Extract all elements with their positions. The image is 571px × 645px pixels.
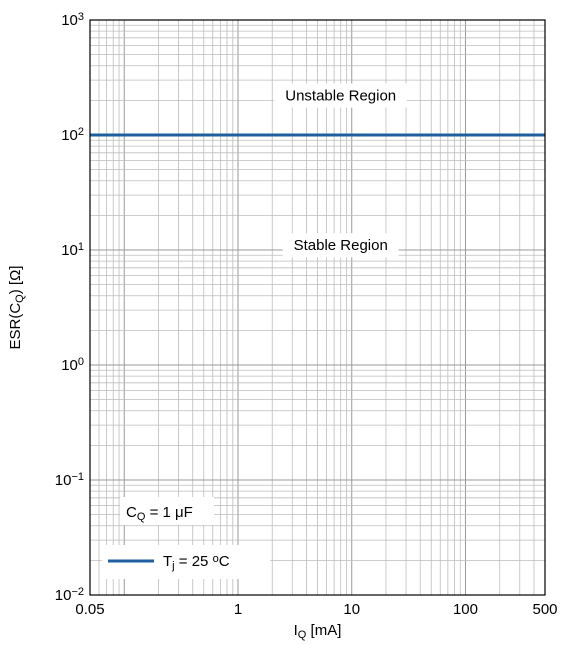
condition-label: CQ = 1 μF xyxy=(126,504,193,523)
x-tick-label: 100 xyxy=(453,601,478,618)
y-tick-label: 101 xyxy=(61,241,84,260)
x-axis-label-main: I xyxy=(294,622,298,639)
y-tick-label: 10−2 xyxy=(55,586,84,605)
y-axis-label-rest: ) [Ω] xyxy=(7,266,24,295)
y-tick-label: 102 xyxy=(61,126,84,145)
y-tick-label: 10−1 xyxy=(55,471,84,490)
x-axis-label: IQ [mA] xyxy=(294,622,342,641)
region-annotation-bg xyxy=(274,83,407,108)
y-axis-label: ESR(CQ) [Ω] xyxy=(7,266,26,350)
region-annotation-bg xyxy=(282,233,399,258)
y-tick-label-exp: 3 xyxy=(78,11,84,23)
x-tick-label: 10 xyxy=(343,601,360,618)
y-tick-label: 103 xyxy=(61,11,84,30)
y-tick-label-exp: −2 xyxy=(71,586,84,598)
y-tick-label-exp: 1 xyxy=(78,241,84,253)
region-annotation: Stable Region xyxy=(282,233,399,258)
y-tick-label-base: 10 xyxy=(55,472,72,489)
annotations: Unstable Region Stable Region xyxy=(274,83,407,258)
region-annotation: Unstable Region xyxy=(274,83,407,108)
y-tick-label-base: 10 xyxy=(61,357,78,374)
legend-label: Tj = 25 oC xyxy=(163,553,230,573)
condition-label-bg xyxy=(120,497,214,525)
legend-label-main: T xyxy=(163,553,172,570)
x-axis-label-sub: Q xyxy=(298,629,307,641)
y-tick-label-base: 10 xyxy=(61,12,78,29)
plot-frame xyxy=(89,19,546,596)
x-tick-label: 0.05 xyxy=(75,601,104,618)
y-axis-label-main: ESR(C xyxy=(7,303,24,350)
y-tick-label-base: 10 xyxy=(61,127,78,144)
x-tick-label: 1 xyxy=(234,601,242,618)
region-annotation-label: Unstable Region xyxy=(285,88,396,105)
y-tick-label-base: 10 xyxy=(55,587,72,604)
y-tick-label: 100 xyxy=(61,356,84,375)
condition-label-main: C xyxy=(126,504,137,521)
region-annotation-label: Stable Region xyxy=(294,237,388,254)
y-tick-label-exp: 2 xyxy=(78,126,84,138)
condition-label-rest: = 1 μF xyxy=(145,504,192,521)
x-tick-label: 500 xyxy=(532,601,557,618)
y-tick-label-exp: −1 xyxy=(71,471,84,483)
legend-label-rest: C xyxy=(219,553,230,570)
condition-label-sub: Q xyxy=(137,511,146,523)
legend-label-sub: j xyxy=(171,560,174,572)
x-axis-label-rest: [mA] xyxy=(306,622,341,639)
y-tick-label-exp: 0 xyxy=(78,356,84,368)
legend-label-sup: o xyxy=(213,553,219,565)
legend: CQ = 1 μF Tj = 25 oC xyxy=(102,497,270,579)
legend-label-mid: = 25 xyxy=(175,553,213,570)
y-tick-label-base: 10 xyxy=(61,242,78,259)
y-axis-label-sub: Q xyxy=(14,294,26,303)
grid xyxy=(89,20,546,596)
